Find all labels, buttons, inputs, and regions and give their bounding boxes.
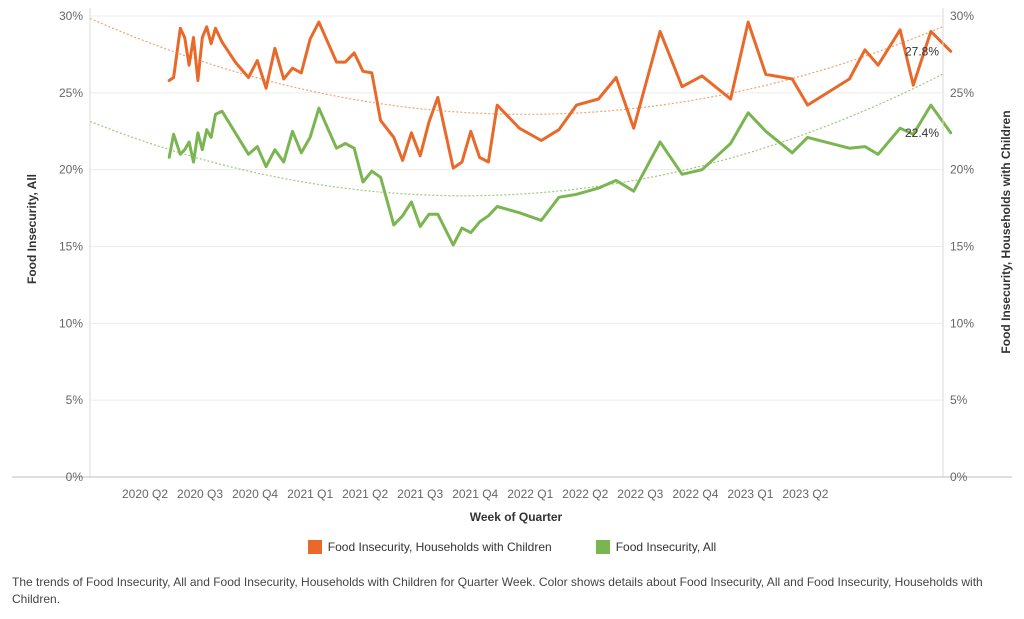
y-tick-right: 0% — [950, 470, 968, 484]
legend-label-households: Food Insecurity, Households with Childre… — [327, 540, 552, 554]
y-tick-right: 10% — [950, 316, 974, 330]
line-chart: 0%5%10%15%20%25%30% 0%5%10%15%20%25%30% … — [12, 8, 1013, 524]
x-tick: 2020 Q2 — [122, 487, 168, 501]
x-tick: 2021 Q1 — [287, 487, 333, 501]
end-labels: 27.8% 22.4% — [905, 44, 939, 139]
end-value-label: 22.4% — [905, 126, 939, 140]
end-value-label: 27.8% — [905, 44, 939, 58]
y-tick-right: 5% — [950, 393, 968, 407]
legend-swatch-orange — [307, 540, 322, 554]
y-tick-left: 10% — [59, 316, 83, 330]
right-axis-title: Food Insecurity, Households with Childre… — [999, 110, 1013, 353]
y-tick-left: 5% — [66, 393, 84, 407]
x-tick: 2023 Q1 — [727, 487, 773, 501]
series-lines — [167, 20, 953, 247]
legend: Food Insecurity, Households with Childre… — [0, 540, 1024, 554]
y-tick-right: 30% — [950, 9, 974, 23]
legend-label-all: Food Insecurity, All — [615, 540, 717, 554]
x-axis-ticks: 2020 Q2 2020 Q3 2020 Q4 2021 Q1 2021 Q2 2021 … — [122, 487, 829, 501]
y-tick-right: 15% — [950, 240, 974, 254]
trend-line — [89, 73, 944, 197]
trend-line — [89, 17, 944, 115]
y-tick-left: 15% — [59, 240, 83, 254]
chart-caption: The trends of Food Insecurity, All and F… — [12, 575, 983, 606]
series-line-households[interactable] — [167, 20, 953, 170]
y-tick-left: 25% — [59, 86, 83, 100]
left-axis-title: Food Insecurity, All — [25, 174, 39, 284]
x-tick: 2023 Q2 — [782, 487, 828, 501]
legend-item-all[interactable]: Food Insecurity, All — [595, 540, 717, 554]
x-tick: 2020 Q3 — [177, 487, 223, 501]
x-tick: 2022 Q2 — [562, 487, 608, 501]
x-tick: 2021 Q2 — [342, 487, 388, 501]
series-line-all[interactable] — [167, 103, 953, 247]
x-tick: 2022 Q4 — [672, 487, 718, 501]
y-tick-right: 20% — [950, 163, 974, 177]
x-tick: 2021 Q4 — [452, 487, 498, 501]
x-tick: 2020 Q4 — [232, 487, 278, 501]
y-tick-left: 20% — [59, 163, 83, 177]
gridlines — [90, 15, 943, 401]
legend-swatch-green — [595, 540, 610, 554]
right-axis-ticks: 0% 5% 10% 15% 20% 25% 30% — [950, 9, 974, 484]
x-tick: 2021 Q3 — [397, 487, 443, 501]
y-tick-left: 30% — [59, 9, 83, 23]
axes — [12, 8, 1012, 478]
x-tick: 2022 Q3 — [617, 487, 663, 501]
y-tick-right: 25% — [950, 86, 974, 100]
trend-lines — [89, 17, 944, 197]
x-tick: 2022 Q1 — [507, 487, 553, 501]
legend-item-households[interactable]: Food Insecurity, Households with Childre… — [307, 540, 552, 554]
x-axis-title: Week of Quarter — [470, 510, 563, 524]
y-tick-left: 0% — [66, 470, 84, 484]
left-axis-ticks: 0% 5% 10% 15% 20% 25% 30% — [59, 9, 83, 484]
